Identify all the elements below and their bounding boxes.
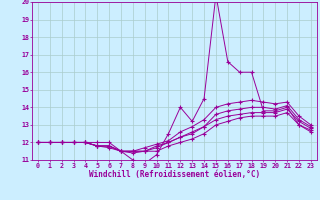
X-axis label: Windchill (Refroidissement éolien,°C): Windchill (Refroidissement éolien,°C)	[89, 170, 260, 179]
